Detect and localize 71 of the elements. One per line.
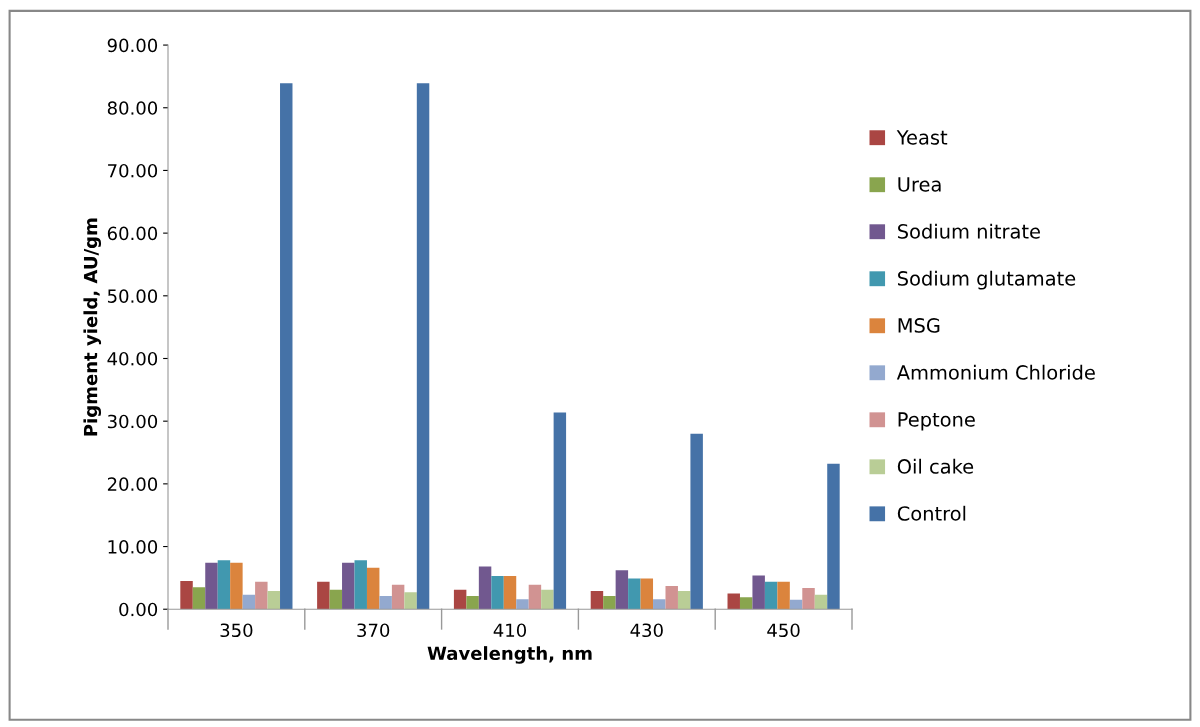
- y-tick-label: 40.00: [107, 351, 158, 366]
- bar: [180, 581, 193, 610]
- x-tick-label: 350: [220, 623, 253, 638]
- bar: [205, 562, 218, 610]
- bar: [242, 594, 256, 610]
- x-tick-label: 370: [357, 623, 390, 638]
- y-tick-label: 10.00: [108, 540, 158, 554]
- legend-label: Oil cake: [897, 458, 974, 474]
- bar: [453, 589, 467, 610]
- bar: [391, 584, 405, 610]
- y-tick-label: 50.00: [107, 289, 158, 303]
- bar: [615, 570, 629, 610]
- bar: [416, 83, 430, 610]
- bar: [503, 576, 517, 610]
- bar: [827, 463, 840, 610]
- bar: [379, 596, 392, 610]
- y-tick-label: 80.00: [107, 101, 158, 115]
- bar: [478, 566, 492, 610]
- bar: [777, 581, 790, 610]
- y-tick-label: 20.00: [107, 477, 158, 491]
- x-axis-title: Wavelength, nm: [427, 646, 592, 664]
- bar: [541, 589, 554, 610]
- bar: [590, 591, 604, 610]
- bar: [603, 596, 616, 610]
- bar: [466, 596, 479, 610]
- bar: [814, 594, 828, 610]
- y-axis-title: Pigment yield, AU/gm: [83, 218, 102, 436]
- legend-label: Yeast: [896, 130, 948, 145]
- legend-label: Sodium glutamate: [898, 270, 1076, 290]
- bar: [802, 587, 815, 610]
- bar: [628, 578, 641, 610]
- bar: [491, 576, 504, 610]
- bar: [528, 584, 542, 610]
- bar: [192, 587, 206, 610]
- bar: [267, 591, 281, 610]
- bar: [217, 560, 231, 610]
- bar: [739, 597, 753, 610]
- bar: [553, 412, 567, 610]
- y-tick-label: 60.00: [107, 226, 158, 241]
- legend-label: Sodium nitrate: [898, 223, 1040, 239]
- bar: [280, 83, 293, 610]
- legend-label: MSG: [898, 318, 940, 333]
- bar: [653, 599, 666, 610]
- bar: [404, 592, 417, 610]
- bar: [255, 581, 268, 610]
- bar: [690, 433, 703, 610]
- y-tick-label: 90.00: [107, 38, 158, 53]
- legend-label: Control: [897, 505, 966, 521]
- bar: [677, 591, 691, 610]
- bar: [640, 578, 654, 610]
- legend-label: Peptone: [898, 412, 975, 431]
- bar: [366, 567, 380, 610]
- bar: [764, 581, 778, 610]
- legend-label: Urea: [898, 177, 941, 192]
- bar: [230, 562, 243, 610]
- legend-label: Ammonium Chloride: [896, 364, 1095, 380]
- bar: [329, 589, 343, 610]
- x-tick-label: 430: [630, 623, 663, 638]
- bar: [317, 581, 330, 610]
- x-tick-label: 410: [493, 623, 527, 638]
- bar: [665, 586, 678, 610]
- x-tick-label: 450: [767, 623, 800, 638]
- bar: [727, 593, 740, 610]
- bar: [516, 599, 529, 610]
- y-tick-label: 70.00: [108, 163, 158, 178]
- bar: [342, 562, 355, 610]
- y-tick-label: 0.00: [119, 602, 158, 617]
- y-tick-label: 30.00: [107, 414, 158, 429]
- bar: [354, 560, 367, 610]
- bar: [752, 575, 765, 610]
- bar: [789, 599, 803, 610]
